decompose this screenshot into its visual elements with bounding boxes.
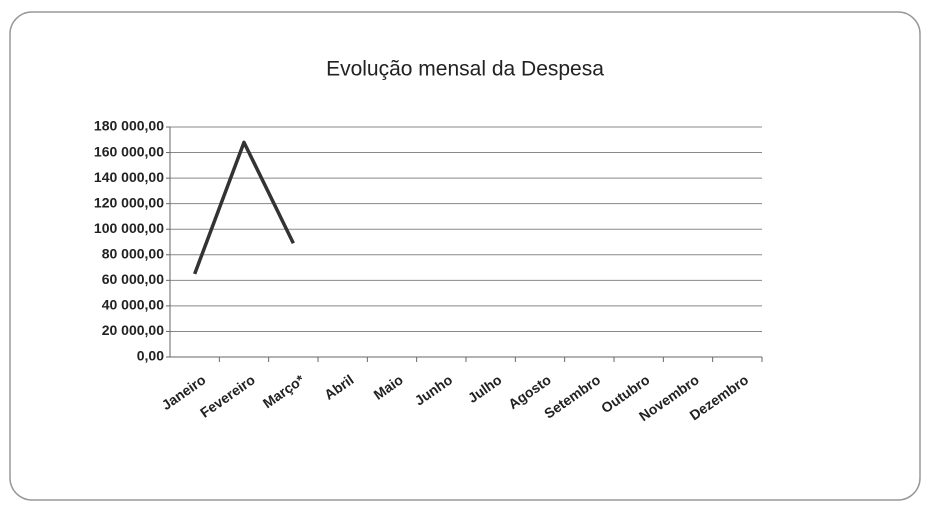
y-tick-label: 20 000,00 [102,322,164,338]
y-tick-label: 140 000,00 [94,169,164,185]
y-tick-label: 80 000,00 [102,245,164,261]
y-tick-label: 60 000,00 [102,271,164,287]
y-tick-label: 180 000,00 [94,118,164,134]
y-tick-label: 40 000,00 [102,297,164,313]
y-tick-label: 0,00 [137,348,164,364]
y-tick-label: 100 000,00 [94,220,164,236]
chart-title: Evolução mensal da Despesa [326,58,604,81]
chart-frame [9,11,921,501]
y-tick-label: 160 000,00 [94,143,164,159]
line-series [193,140,295,275]
y-tick-label: 120 000,00 [94,194,164,210]
